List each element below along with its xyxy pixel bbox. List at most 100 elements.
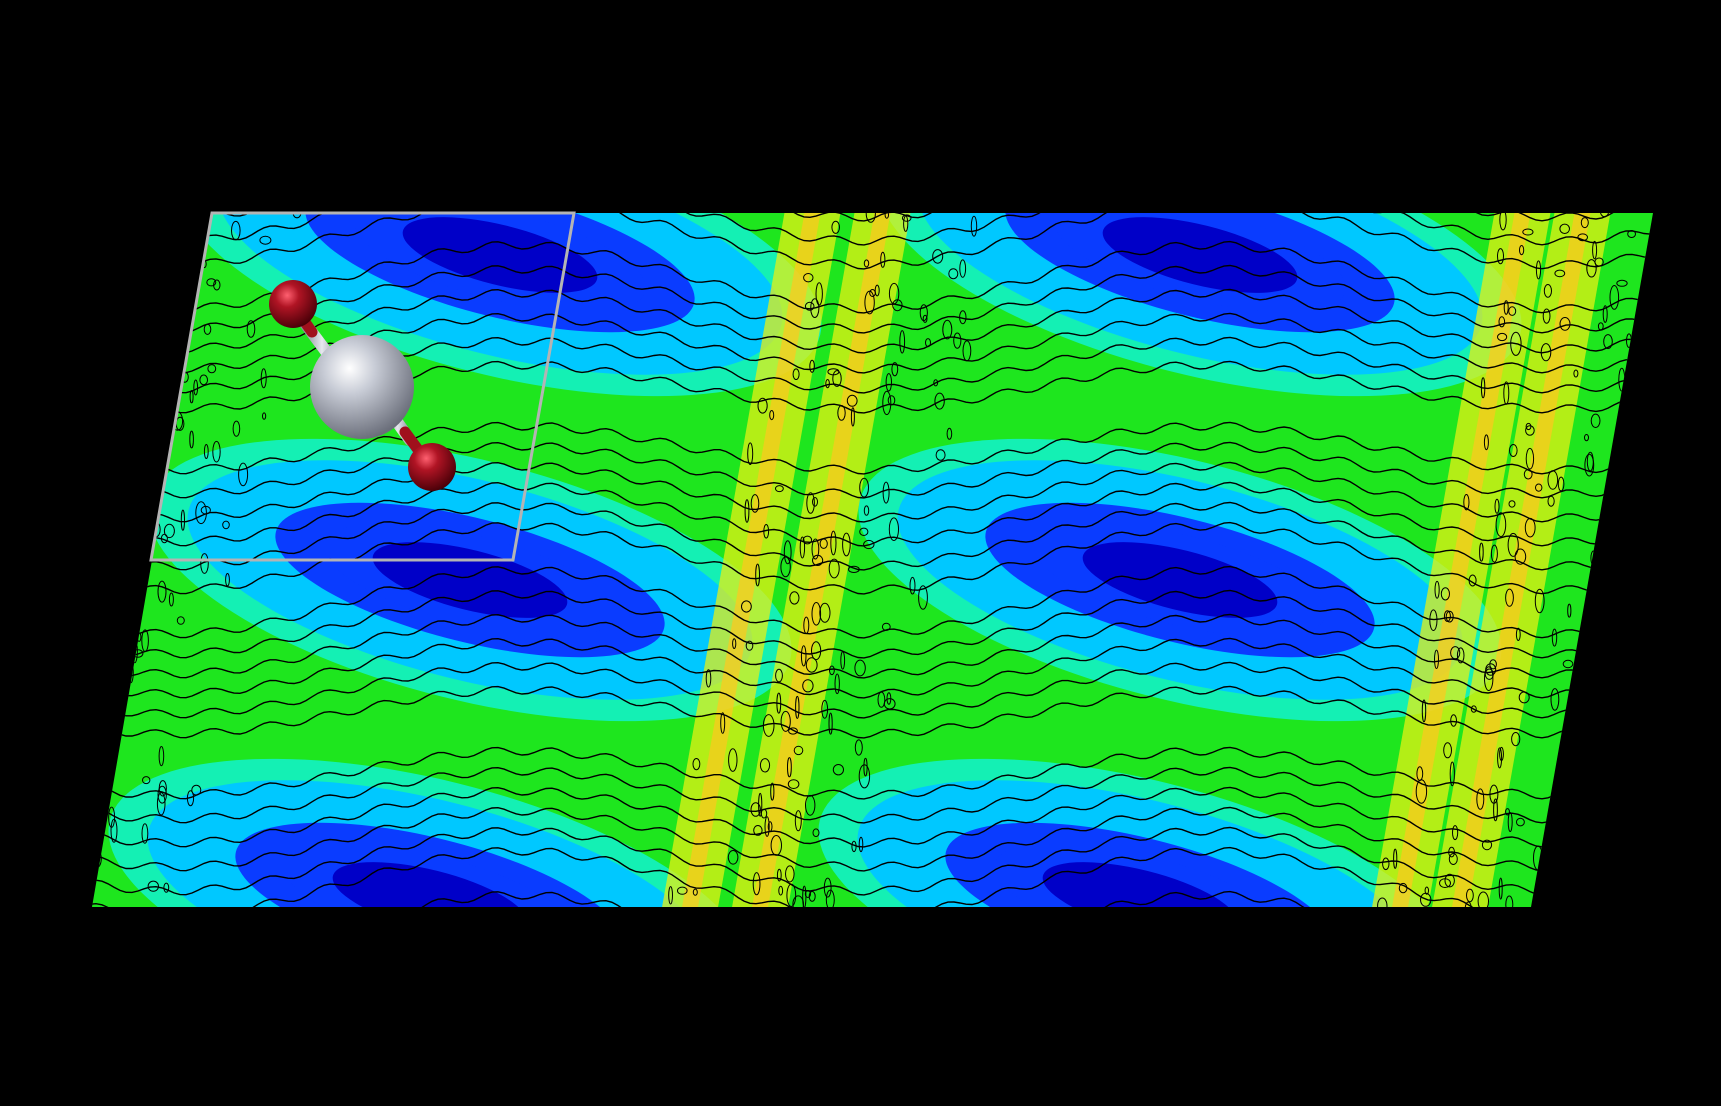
contour-islet xyxy=(829,665,835,676)
contour-islet xyxy=(832,764,845,776)
contour-islet xyxy=(854,739,863,756)
contour-islet xyxy=(156,792,166,816)
contour-islet xyxy=(827,368,840,376)
contour-islet xyxy=(68,623,77,641)
contour-islet xyxy=(744,499,750,523)
contour-islet xyxy=(180,509,185,531)
contour-islet xyxy=(767,821,773,832)
contour-islet xyxy=(1679,269,1689,285)
contour-islet xyxy=(1557,476,1565,492)
contour-islet xyxy=(804,301,815,311)
contour-islet xyxy=(185,241,194,258)
contour-islet xyxy=(1519,245,1525,256)
contour-line xyxy=(92,786,1653,848)
contour-islet xyxy=(1554,269,1566,278)
density-basin xyxy=(148,438,792,722)
contour-islet xyxy=(830,530,837,556)
contour-islet xyxy=(948,268,959,280)
central-atom[interactable] xyxy=(310,335,414,439)
contour-islet xyxy=(1489,659,1497,670)
contour-islet xyxy=(786,883,797,907)
contour-islet xyxy=(1535,260,1542,280)
contour-islet xyxy=(150,509,158,525)
contour-line xyxy=(92,421,1653,475)
contour-islet xyxy=(1505,895,1514,907)
contour-islet xyxy=(93,444,99,469)
contour-islet xyxy=(1525,447,1535,470)
contour-islet xyxy=(859,477,869,498)
contour-islet xyxy=(863,539,875,550)
contour-islet xyxy=(865,213,876,223)
contour-islet xyxy=(1516,817,1525,827)
density-peak xyxy=(749,213,893,907)
contour-islet xyxy=(753,825,763,836)
contour-islet xyxy=(55,877,61,889)
contour-islet xyxy=(1542,308,1551,324)
contour-islet xyxy=(741,600,752,613)
contour-islet xyxy=(888,517,900,542)
contour-islet xyxy=(1463,494,1470,511)
contour-islet xyxy=(222,520,230,530)
contour-islet xyxy=(141,629,149,653)
contour-islet xyxy=(803,616,810,634)
contour-islet xyxy=(1497,332,1508,342)
contour-islet xyxy=(780,556,791,578)
contour-islet xyxy=(69,490,75,497)
contour-islet xyxy=(52,432,55,451)
contour-islet xyxy=(959,259,967,278)
contour-islet xyxy=(1565,730,1573,750)
oxygen-atom-upper[interactable] xyxy=(269,280,317,328)
contour-islet xyxy=(851,840,857,853)
contour-islet xyxy=(1434,649,1439,669)
contour-islet xyxy=(1484,666,1494,691)
contour-line xyxy=(92,685,1653,739)
contour-islet xyxy=(1477,891,1490,907)
contour-islet xyxy=(825,379,830,389)
contour-islet xyxy=(1524,517,1536,538)
contour-islet xyxy=(168,592,174,607)
contour-islet xyxy=(34,548,39,563)
contour-islet xyxy=(783,540,792,565)
molecule-model[interactable] xyxy=(269,280,456,491)
contour-islet xyxy=(758,792,763,817)
contour-islet xyxy=(1658,390,1662,398)
contour-islet xyxy=(805,657,818,673)
contour-islet xyxy=(114,350,124,371)
contour-islet xyxy=(1573,369,1579,378)
contour-islet xyxy=(81,866,91,884)
contour-islet xyxy=(1507,812,1513,832)
contour-islet xyxy=(74,664,84,682)
contour-islet xyxy=(159,387,171,412)
contour-islet xyxy=(111,497,121,510)
contour-islet xyxy=(113,675,125,689)
contour-islet xyxy=(1586,259,1597,278)
oxygen-atom-lower[interactable] xyxy=(408,443,456,491)
contour-islet xyxy=(792,368,800,381)
contour-line xyxy=(60,117,1680,172)
contour-islet xyxy=(189,390,194,404)
contour-islet xyxy=(259,235,272,245)
contour-islet xyxy=(92,551,97,572)
contour-islet xyxy=(61,581,67,591)
contour-islet xyxy=(207,364,217,374)
contour-islet xyxy=(135,514,142,538)
contour-islet xyxy=(200,553,209,574)
contour-islet xyxy=(1377,897,1388,907)
contour-islet xyxy=(1564,745,1571,753)
contour-islet xyxy=(128,661,134,684)
contour-islet xyxy=(71,322,82,345)
contour-islet xyxy=(925,338,931,348)
contour-islet xyxy=(804,890,812,898)
contour-islet xyxy=(805,794,816,816)
contour-islet xyxy=(213,279,221,291)
contour-islet xyxy=(933,379,939,387)
contour-islet xyxy=(1503,300,1509,315)
contour-islet xyxy=(1450,646,1461,660)
contour-islet xyxy=(1603,334,1613,350)
contour-islet xyxy=(1398,882,1408,894)
contour-islet xyxy=(132,289,144,300)
contour-islet xyxy=(802,885,807,907)
contour-islet xyxy=(128,442,139,454)
